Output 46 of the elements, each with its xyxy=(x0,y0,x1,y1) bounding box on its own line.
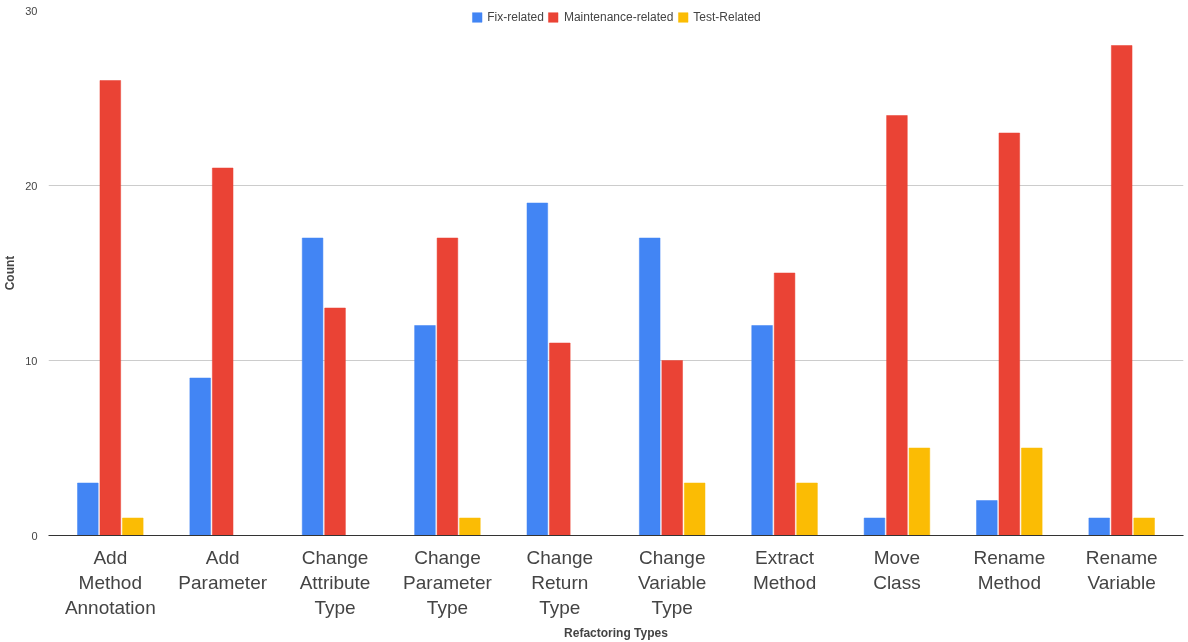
legend-label: Test-Related xyxy=(693,10,761,24)
bar xyxy=(684,482,706,536)
bar xyxy=(998,132,1020,536)
x-tick-label: Change Attribute Type xyxy=(299,546,371,618)
bar xyxy=(436,237,459,536)
bar xyxy=(1088,517,1110,536)
bar xyxy=(302,237,324,536)
bar xyxy=(773,272,796,536)
x-tick-label: Rename Variable xyxy=(1085,546,1158,593)
bar xyxy=(1021,447,1043,536)
bar xyxy=(863,517,886,536)
y-axis-title: Count xyxy=(3,255,18,291)
bar xyxy=(886,115,908,536)
bar xyxy=(549,342,571,536)
bar xyxy=(77,482,99,536)
x-tick-label: Rename Method xyxy=(973,546,1046,593)
bar xyxy=(751,325,773,536)
bar xyxy=(189,377,211,536)
bar xyxy=(414,325,436,536)
y-tick-label: 10 xyxy=(25,354,38,367)
x-tick-label: Move Class xyxy=(873,546,921,593)
y-tick-label: 30 xyxy=(25,4,38,17)
bar xyxy=(526,202,548,536)
bar xyxy=(908,447,930,536)
x-axis-title: Refactoring Types xyxy=(564,625,669,640)
bar xyxy=(122,517,144,536)
bar xyxy=(639,237,661,536)
bar xyxy=(1111,45,1133,536)
x-tick-label: Change Variable Type xyxy=(638,546,707,618)
x-tick-label: Add Method Annotation xyxy=(64,546,156,618)
legend-label: Fix-related xyxy=(487,10,544,24)
y-tick-label: 20 xyxy=(25,179,38,192)
bar xyxy=(661,360,683,536)
x-tick-label: Extract Method xyxy=(752,546,817,593)
bar xyxy=(459,517,481,536)
bar xyxy=(212,167,234,536)
bar xyxy=(796,482,818,536)
x-tick-label: Change Parameter Type xyxy=(403,546,493,618)
y-tick-label: 0 xyxy=(31,529,38,542)
bar xyxy=(99,80,121,536)
x-tick-label: Add Parameter xyxy=(178,546,268,593)
legend-label: Maintenance-related xyxy=(563,10,674,24)
bar xyxy=(324,307,346,536)
bar xyxy=(1133,517,1155,536)
x-tick-label: Change Return Type xyxy=(526,546,594,618)
bar xyxy=(976,500,998,536)
